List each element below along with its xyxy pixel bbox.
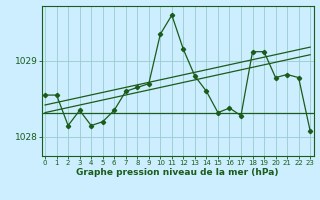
X-axis label: Graphe pression niveau de la mer (hPa): Graphe pression niveau de la mer (hPa) xyxy=(76,168,279,177)
